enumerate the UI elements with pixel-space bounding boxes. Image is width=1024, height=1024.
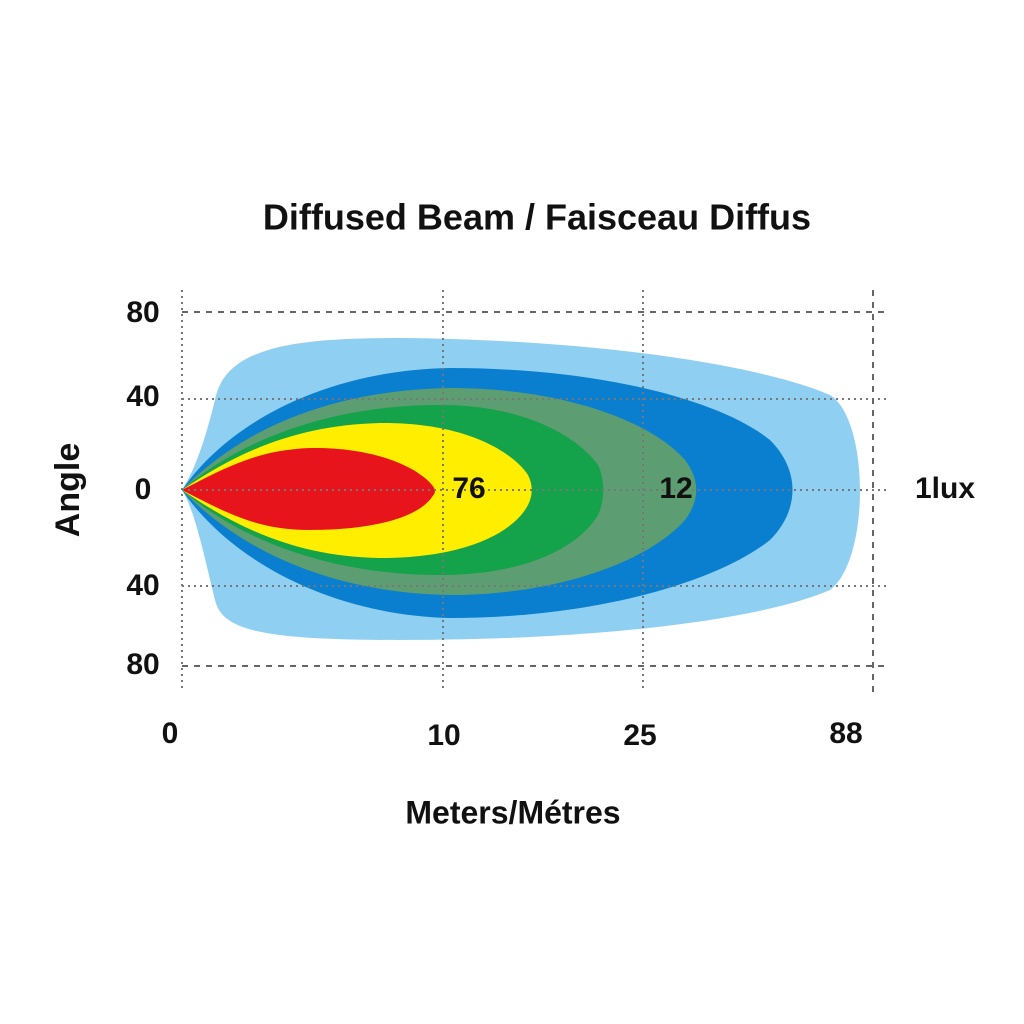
title: Diffused Beam / Faisceau Diffus bbox=[263, 197, 811, 238]
x-tick-label: 10 bbox=[427, 719, 460, 752]
x-axis-label: Meters/Métres bbox=[405, 794, 620, 830]
y-tick-label: 40 bbox=[126, 569, 159, 602]
y-tick-label: 80 bbox=[126, 648, 159, 681]
grid bbox=[181, 290, 890, 695]
x-tick-label: 0 bbox=[162, 717, 179, 750]
y-tick-label: 80 bbox=[126, 296, 159, 329]
zone-label: 12 bbox=[659, 472, 692, 505]
zone-label: 1lux bbox=[915, 472, 975, 505]
x-tick-label: 88 bbox=[829, 717, 862, 750]
zone-red bbox=[182, 447, 435, 530]
y-tick-label: 0 bbox=[135, 473, 152, 506]
y-axis-label: Angle bbox=[49, 443, 87, 537]
zone-label: 76 bbox=[452, 472, 485, 505]
beam-zones bbox=[182, 338, 860, 640]
x-tick-label: 25 bbox=[623, 719, 656, 752]
y-tick-label: 40 bbox=[126, 380, 159, 413]
